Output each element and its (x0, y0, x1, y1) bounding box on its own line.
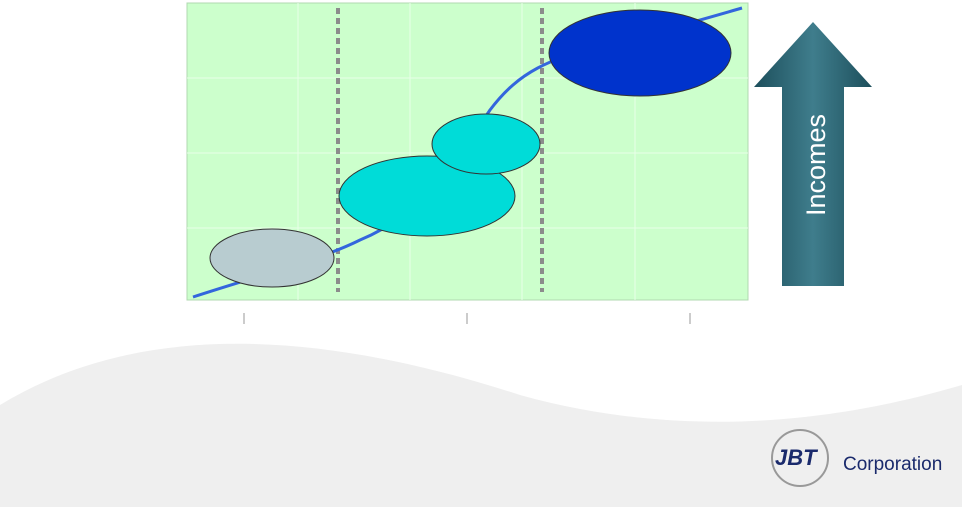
incomes-arrow (754, 22, 872, 286)
stage-ellipse (338, 155, 516, 237)
logo-name: Corporation (843, 454, 942, 475)
logo-ring (771, 429, 829, 487)
logo-mark: JBT (775, 445, 818, 470)
axis-ticks (243, 313, 691, 324)
stage-ellipse (431, 113, 541, 175)
background-swoosh (0, 343, 962, 507)
stage-ellipse (548, 9, 732, 97)
arrow-label: Incomes (801, 114, 831, 216)
logo: JBT Corporation (771, 429, 942, 487)
stage-ellipse (209, 228, 335, 288)
stage-dividers (336, 8, 544, 292)
